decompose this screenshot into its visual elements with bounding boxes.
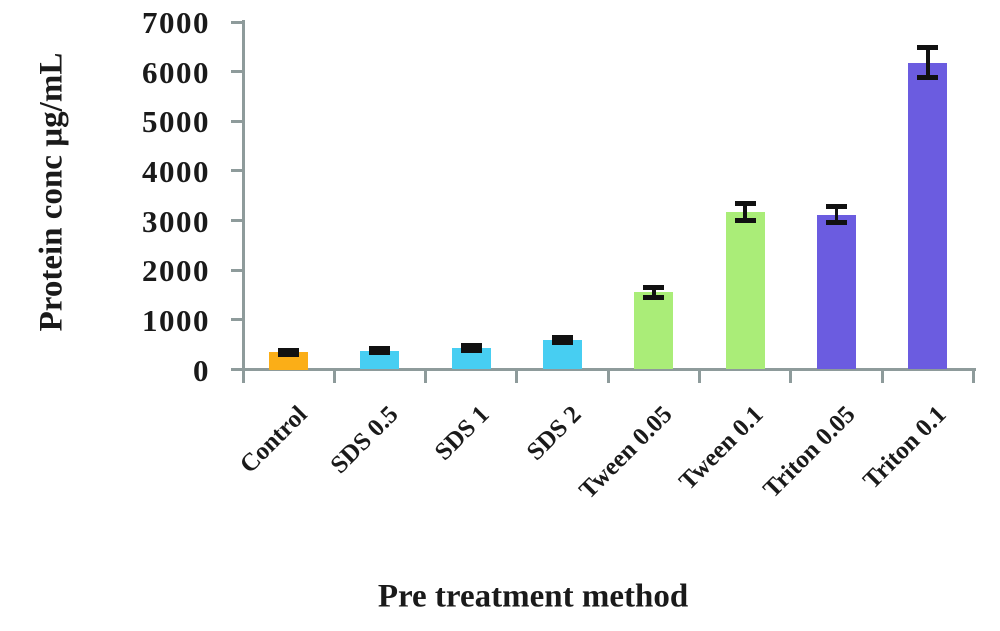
error-bar-cap-top-triton-0-1 (917, 45, 939, 51)
error-bar-cap-bottom-sds-0-5 (369, 350, 391, 356)
y-tick-label: 7000 (142, 5, 210, 40)
x-tick (332, 369, 336, 383)
y-tick-label: 3000 (142, 203, 210, 239)
bar-tween-0-05 (634, 292, 674, 370)
y-axis-title: Protein conc µg/mL (33, 52, 70, 332)
error-bar-cap-top-control (278, 347, 300, 353)
y-tick (231, 368, 243, 371)
y-tick (231, 169, 243, 173)
error-bar-cap-top-tween-0-05 (643, 284, 665, 290)
error-bar-cap-bottom-tween-0-05 (643, 294, 665, 300)
x-category-label-control: Control (234, 400, 313, 479)
y-tick-label: 5000 (142, 104, 210, 140)
y-tick-label: 0 (193, 352, 210, 388)
x-category-label-tween-0-1: Tween 0.1 (674, 400, 769, 496)
error-bar-cap-top-sds-1 (460, 342, 482, 348)
error-bar-cap-bottom-sds-2 (552, 339, 574, 345)
bar-sds-0-5 (360, 350, 400, 370)
error-bar-cap-bottom-triton-0-1 (917, 75, 939, 81)
error-bar-line-tween-0-1 (743, 203, 747, 221)
bar-triton-0-05 (817, 214, 857, 370)
x-category-label-sds-0-5: SDS 0.5 (325, 400, 404, 480)
error-bar-cap-bottom-sds-1 (460, 347, 482, 353)
y-tick (231, 119, 243, 123)
y-tick-label: 6000 (142, 54, 210, 90)
bar-triton-0-1 (908, 62, 948, 370)
y-tick-label: 2000 (142, 253, 210, 289)
error-bar-line-tween-0-05 (652, 287, 656, 297)
x-tick (880, 369, 884, 383)
y-tick (231, 70, 243, 74)
y-tick (231, 268, 243, 272)
bar-tween-0-1 (725, 211, 765, 370)
x-tick (972, 369, 975, 383)
error-bar-cap-top-sds-0-5 (369, 346, 391, 352)
x-category-label-triton-0-05: Triton 0.05 (757, 400, 861, 504)
y-tick-label: 4000 (142, 153, 210, 189)
x-category-label-tween-0-05: Tween 0.05 (574, 400, 678, 505)
error-bar-cap-top-sds-2 (552, 334, 574, 340)
y-tick (231, 219, 243, 223)
error-bar-line-triton-0-1 (926, 47, 930, 78)
x-category-label-triton-0-1: Triton 0.1 (857, 400, 952, 495)
y-tick (231, 20, 243, 24)
error-bar-cap-bottom-triton-0-05 (826, 220, 848, 226)
error-bar-cap-top-tween-0-1 (734, 200, 756, 206)
x-tick (241, 369, 245, 383)
x-tick (424, 369, 428, 383)
bar-sds-1 (451, 347, 491, 370)
error-bar-cap-bottom-control (278, 351, 300, 357)
y-tick-label: 1000 (142, 302, 210, 338)
x-category-label-sds-1: SDS 1 (430, 400, 495, 466)
y-tick (231, 318, 243, 322)
error-bar-cap-top-triton-0-05 (826, 204, 848, 210)
x-tick (606, 369, 610, 383)
x-tick (789, 369, 793, 383)
x-axis-title: Pre treatment method (377, 578, 689, 615)
x-category-label-sds-2: SDS 2 (521, 400, 587, 466)
x-tick (698, 369, 702, 383)
y-axis-line (241, 20, 245, 383)
x-tick (515, 369, 519, 383)
x-axis-line (231, 368, 976, 371)
error-bar-cap-bottom-tween-0-1 (734, 217, 756, 223)
error-bar-line-triton-0-05 (834, 206, 839, 223)
